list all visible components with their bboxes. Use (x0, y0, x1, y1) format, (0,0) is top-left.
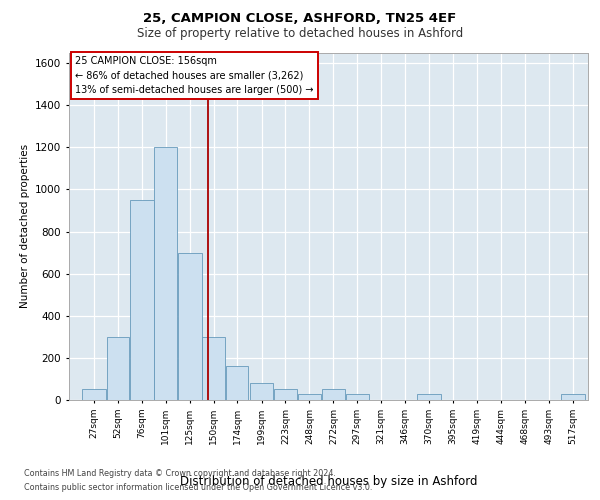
Bar (250, 383, 273, 400)
Text: 25, CAMPION CLOSE, ASHFORD, TN25 4EF: 25, CAMPION CLOSE, ASHFORD, TN25 4EF (143, 12, 457, 26)
Bar (346, 394, 368, 400)
Bar (274, 390, 298, 400)
Text: Contains public sector information licensed under the Open Government Licence v3: Contains public sector information licen… (24, 484, 373, 492)
Bar (178, 252, 202, 400)
Bar (202, 337, 225, 400)
Text: 25 CAMPION CLOSE: 156sqm
← 86% of detached houses are smaller (3,262)
13% of sem: 25 CAMPION CLOSE: 156sqm ← 86% of detach… (75, 56, 314, 95)
Y-axis label: Number of detached properties: Number of detached properties (20, 144, 29, 308)
Bar (107, 337, 129, 400)
Bar (322, 390, 345, 400)
Bar (82, 390, 106, 400)
X-axis label: Distribution of detached houses by size in Ashford: Distribution of detached houses by size … (180, 474, 477, 488)
Bar (130, 200, 154, 400)
Text: Size of property relative to detached houses in Ashford: Size of property relative to detached ho… (137, 28, 463, 40)
Bar (561, 394, 584, 400)
Bar (226, 366, 248, 400)
Text: Contains HM Land Registry data © Crown copyright and database right 2024.: Contains HM Land Registry data © Crown c… (24, 468, 336, 477)
Bar (298, 394, 321, 400)
Bar (154, 148, 177, 400)
Bar (418, 394, 441, 400)
